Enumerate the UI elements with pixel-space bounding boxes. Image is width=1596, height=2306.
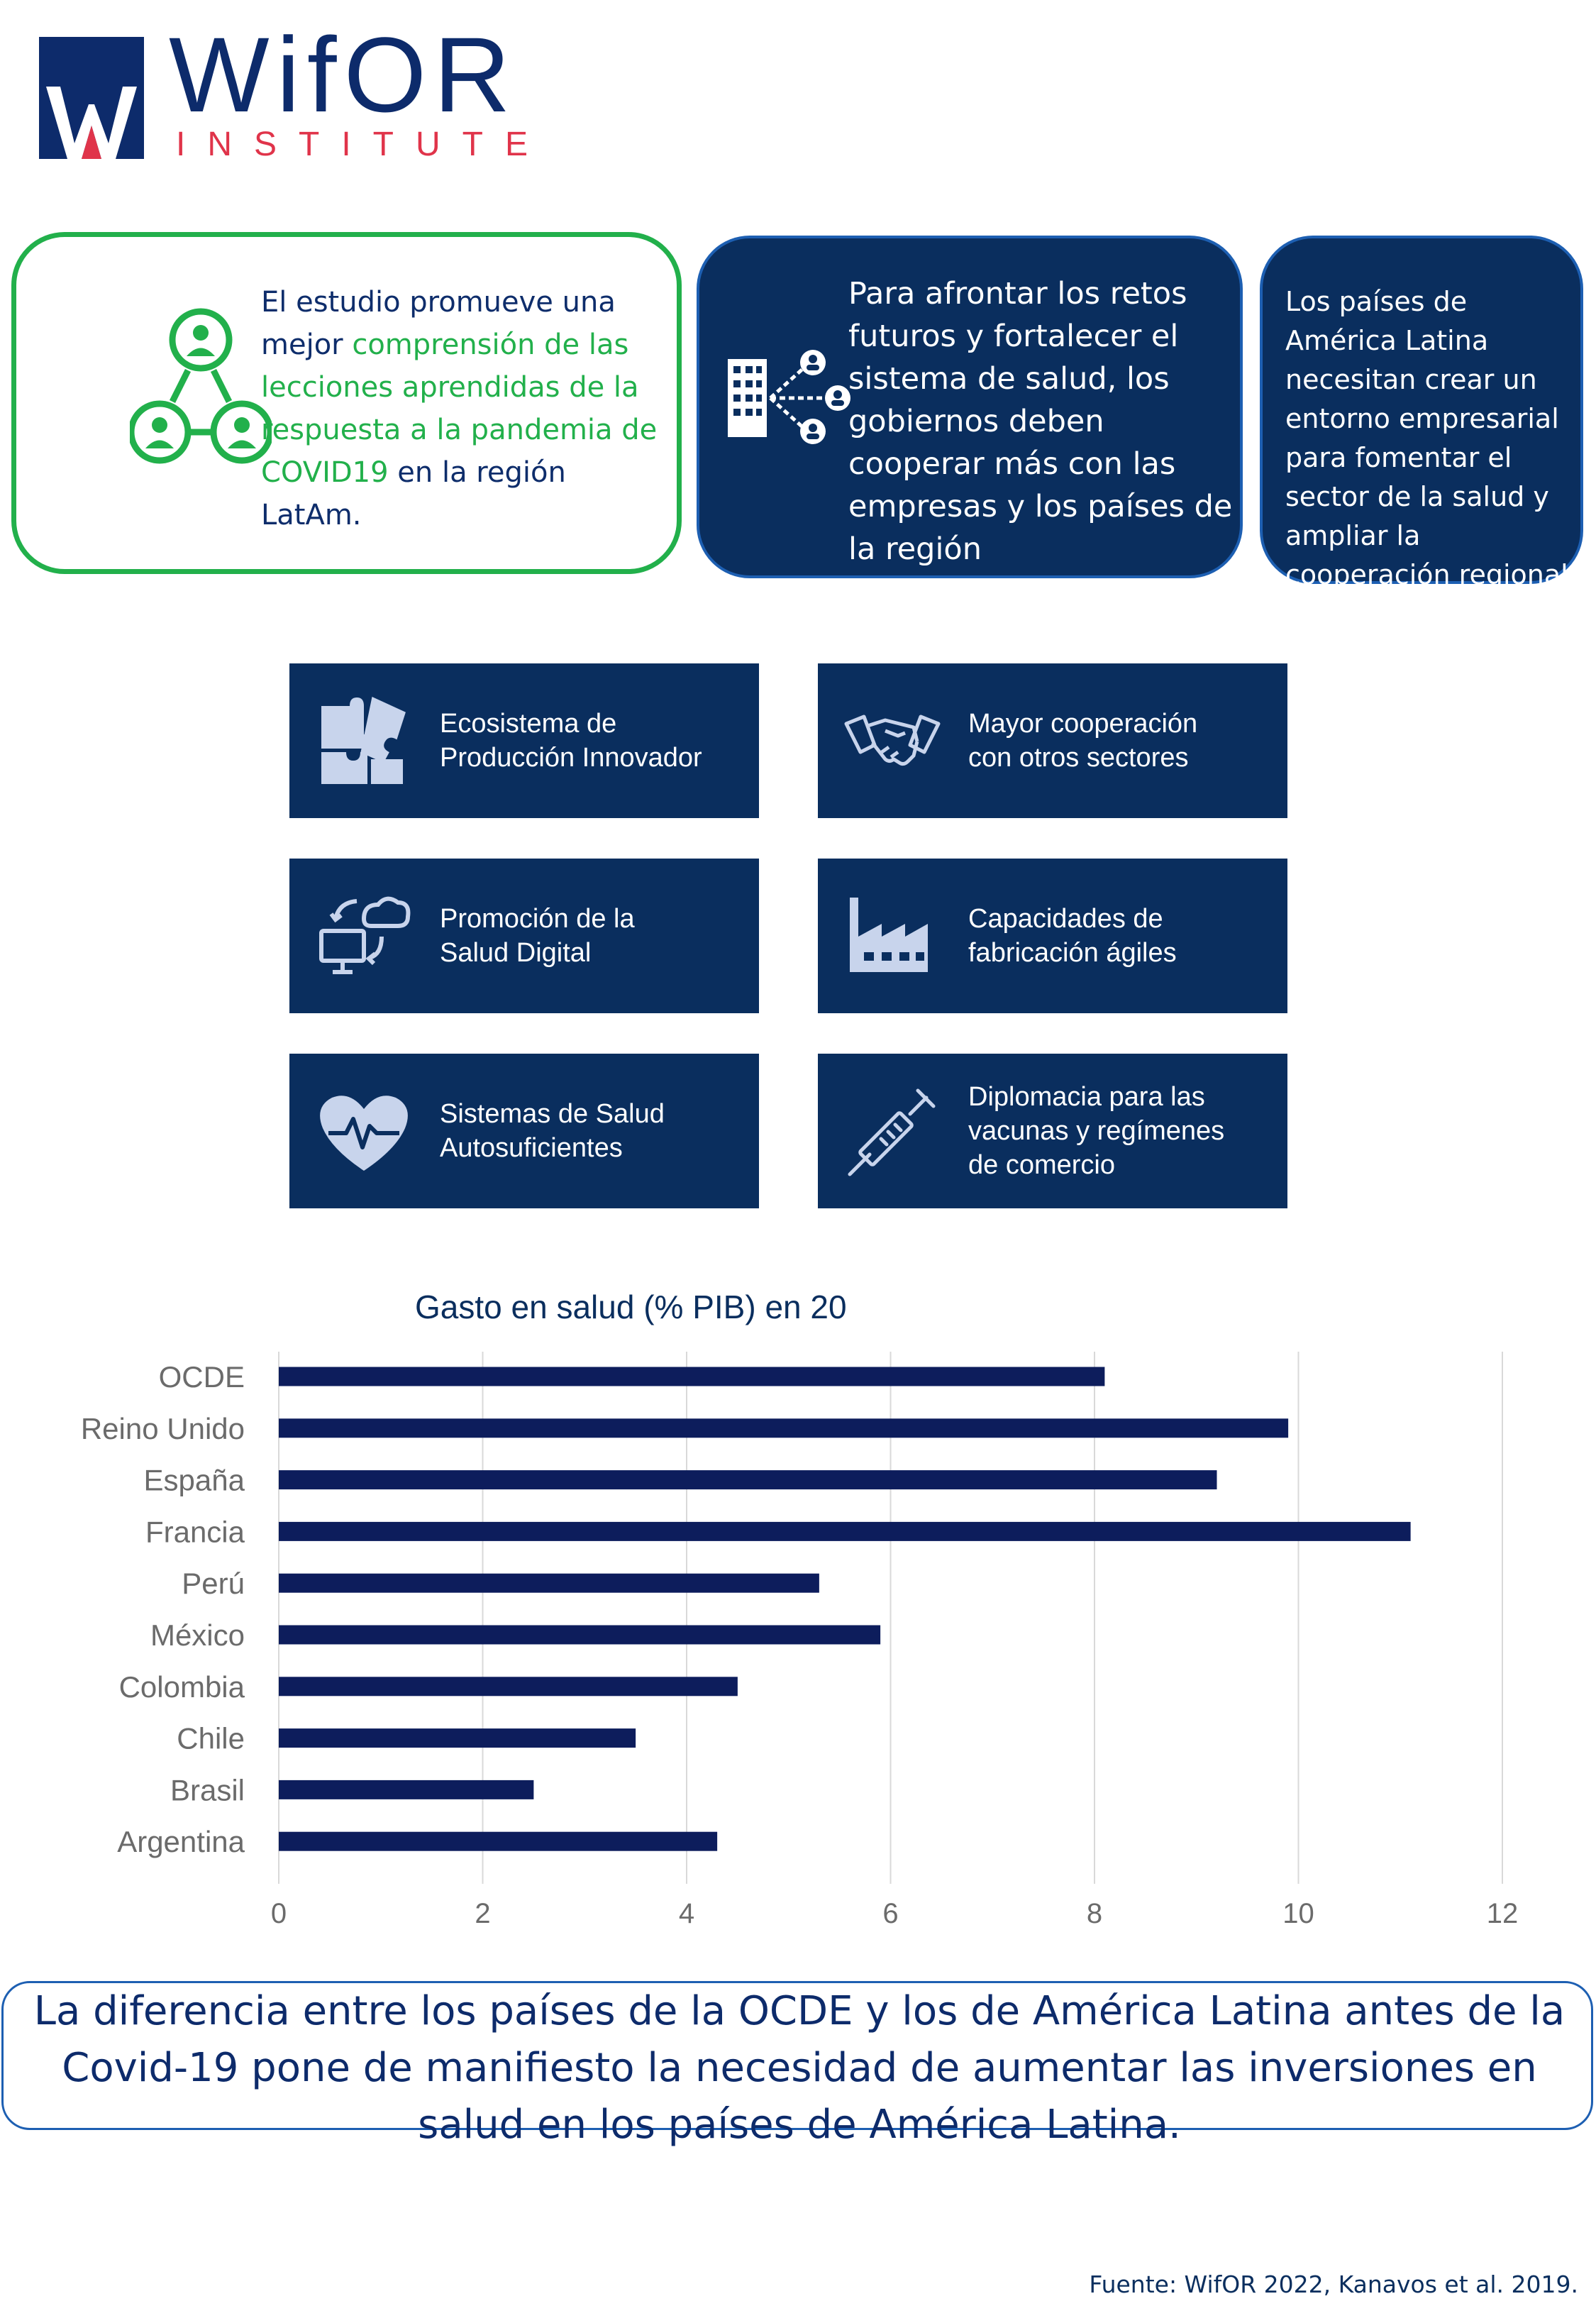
category-label: Colombia	[119, 1670, 245, 1704]
tile-cooperation: Mayor cooperación con otros sectores	[818, 663, 1287, 818]
tile-label: Sistemas de Salud Autosuficientes	[440, 1099, 665, 1163]
conclusion-box: La diferencia entre los países de la OCD…	[1, 1981, 1593, 2148]
bar-perú	[279, 1573, 819, 1593]
highlighted-text: comprensión de las lecciones aprendidas …	[261, 329, 658, 489]
tile-label: Mayor cooperación con otros sectores	[968, 709, 1198, 773]
health-spending-chart: OCDE Reino Unido España Francia Perú México Co…	[81, 1352, 1519, 1929]
category-label: España	[144, 1464, 245, 1497]
bar-méxico	[279, 1625, 881, 1645]
category-label: México	[150, 1618, 245, 1652]
source-note: Fuente: WifOR 2022, Kanavos et al. 2019.	[1089, 2271, 1578, 2298]
category-label: Argentina	[117, 1825, 245, 1858]
x-tick-label: 6	[882, 1898, 898, 1929]
x-tick-label: 4	[679, 1898, 694, 1929]
study-summary-text: El estudio promueve una mejor comprensió…	[261, 286, 658, 531]
tile-label: Capacidades de fabricación ágiles	[968, 904, 1177, 968]
category-label: Francia	[145, 1515, 245, 1548]
syringe-icon	[848, 1088, 936, 1176]
study-summary-box: El estudio promueve una mejor comprensió…	[11, 232, 682, 574]
category-label: OCDE	[159, 1360, 245, 1394]
bar-españa	[279, 1470, 1217, 1490]
bar-ocde	[279, 1367, 1105, 1386]
tile-label: Promoción de la Salud Digital	[440, 904, 635, 968]
tile-label: Ecosistema de Producción Innovador	[440, 709, 702, 773]
puzzle-icon	[321, 696, 406, 784]
cloud-computer-icon	[319, 896, 411, 974]
x-tick-label: 2	[475, 1898, 490, 1929]
x-tick-label: 0	[271, 1898, 287, 1929]
logo-subtitle: INSTITUTE	[176, 126, 550, 163]
tile-ecosystem: Ecosistema de Producción Innovador	[289, 663, 759, 818]
people-network-icon	[130, 308, 272, 464]
bar-reino-unido	[279, 1418, 1289, 1438]
category-label: Brasil	[170, 1773, 245, 1806]
category-label: Perú	[182, 1567, 245, 1600]
tile-self-sufficient: Sistemas de Salud Autosuficientes	[289, 1054, 759, 1208]
tile-digital-health: Promoción de la Salud Digital	[289, 859, 759, 1013]
bar-chile	[279, 1728, 636, 1748]
conclusion-text: La diferencia entre los países de la OCD…	[33, 1988, 1565, 2148]
wifor-logo-mark	[39, 37, 144, 159]
handshake-icon	[844, 715, 941, 766]
category-label: Reino Unido	[81, 1412, 245, 1445]
building-network-icon	[728, 350, 850, 444]
x-tick-label: 12	[1487, 1898, 1519, 1929]
cooperation-box: Para afrontar los retos futuros y fortal…	[697, 236, 1243, 578]
x-tick-label: 8	[1087, 1898, 1102, 1929]
logo-wordmark: WifOR	[169, 15, 518, 134]
chart-title: Gasto en salud (% PIB) en 20	[415, 1289, 847, 1325]
factory-icon	[850, 898, 928, 972]
bar-argentina	[279, 1831, 718, 1851]
category-label: Chile	[177, 1722, 245, 1755]
business-environment-text: Los países de América Latina necesitan c…	[1285, 286, 1577, 590]
bar-francia	[279, 1521, 1411, 1541]
tile-vaccine-diplomacy: Diplomacia para las vacunas y regímenes …	[818, 1054, 1287, 1208]
cooperation-text: Para afrontar los retos futuros y fortal…	[848, 276, 1233, 567]
x-tick-label: 10	[1282, 1898, 1314, 1929]
bar-colombia	[279, 1677, 738, 1697]
heart-pulse-icon	[320, 1096, 408, 1171]
tile-label: Diplomacia para las vacunas y regímenes …	[968, 1082, 1225, 1180]
business-environment-box: Los países de América Latina necesitan c…	[1260, 236, 1583, 590]
tile-manufacturing: Capacidades de fabricación ágiles	[818, 859, 1287, 1013]
bar-brasil	[279, 1780, 534, 1799]
